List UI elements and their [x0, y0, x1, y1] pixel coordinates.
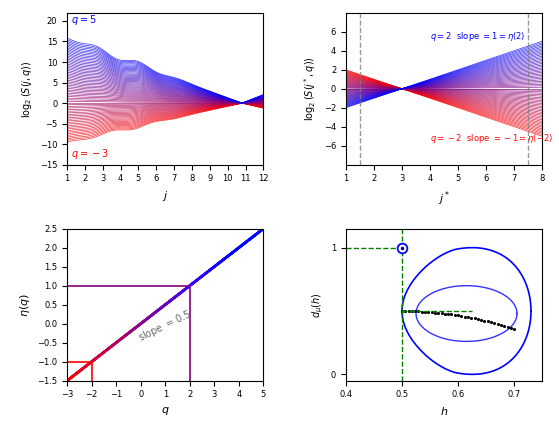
Y-axis label: $\log_2(S(j,q))$: $\log_2(S(j,q))$	[20, 60, 34, 118]
Text: $q = -3$: $q = -3$	[70, 146, 108, 161]
X-axis label: $j^*$: $j^*$	[438, 189, 450, 208]
Text: slope $= 0.5$: slope $= 0.5$	[136, 307, 194, 345]
X-axis label: $q$: $q$	[161, 405, 169, 417]
Y-axis label: $\log_2(S(j^*,q))$: $\log_2(S(j^*,q))$	[302, 56, 318, 121]
Y-axis label: $\eta(q)$: $\eta(q)$	[18, 293, 32, 316]
Text: $q = 5$: $q = 5$	[70, 13, 96, 27]
X-axis label: $j$: $j$	[162, 189, 168, 203]
Y-axis label: $d_{\mu}(h)$: $d_{\mu}(h)$	[311, 292, 325, 318]
X-axis label: $h$: $h$	[440, 405, 448, 417]
Text: $q = -2$  slope $= -1 = \eta(-2)$: $q = -2$ slope $= -1 = \eta(-2)$	[430, 132, 553, 145]
Text: $q = 2$  slope $= 1 = \eta(2)$: $q = 2$ slope $= 1 = \eta(2)$	[430, 30, 525, 43]
